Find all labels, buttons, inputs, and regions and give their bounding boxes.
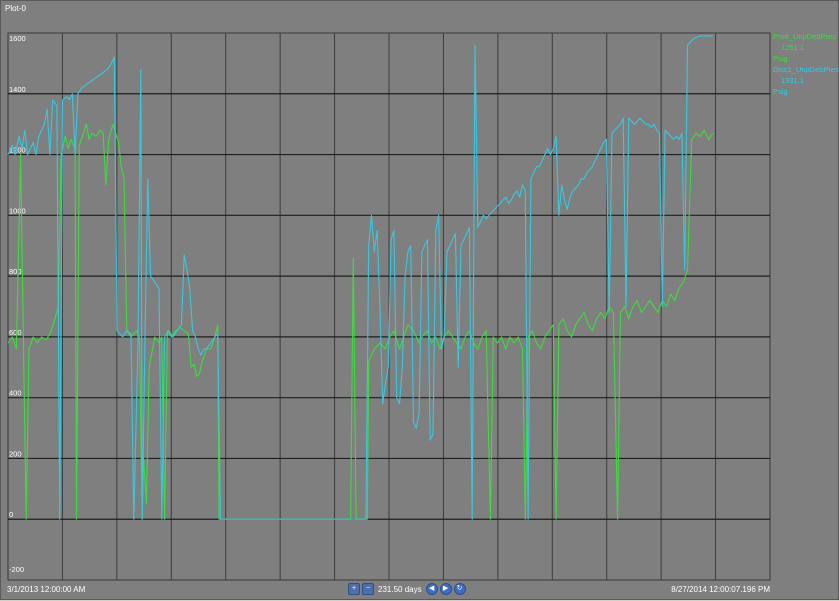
legend-series-unit: Psig — [773, 87, 788, 96]
legend-series-unit: Psig — [773, 54, 788, 63]
legend-series-name: Disc1_UnpDebPres — [773, 65, 839, 74]
legend-series-value: 1251.1 — [781, 43, 804, 52]
legend: Prod_UnpDebPres 1251.1 Psig Disc1_UnpDeb… — [773, 31, 839, 97]
zoom-out-icon[interactable]: − — [362, 583, 374, 595]
zoom-in-icon[interactable]: + — [348, 583, 360, 595]
legend-series-name: Prod_UnpDebPres — [773, 32, 836, 41]
y-tick-label: 200 — [9, 449, 22, 458]
scroll-left-icon[interactable]: ◀ — [425, 583, 438, 595]
window-title: Plot-0 — [5, 4, 26, 13]
y-tick-label: 600 — [9, 328, 22, 337]
y-tick-label: -200 — [9, 565, 24, 574]
y-tick-label: 1200 — [9, 146, 26, 155]
series-line-prod — [7, 123, 714, 520]
refresh-icon[interactable]: ↻ — [453, 583, 466, 595]
series-line-disc — [7, 35, 713, 520]
y-tick-label: 800 — [9, 267, 22, 276]
y-tick-label: 0 — [9, 510, 13, 519]
time-span-label[interactable]: 231.50 days — [378, 584, 422, 594]
time-bar: 3/1/2013 12:00:00 AM + − 231.50 days ◀ ▶… — [1, 580, 839, 600]
start-time[interactable]: 3/1/2013 12:00:00 AM — [7, 585, 86, 594]
end-time[interactable]: 8/27/2014 12:00:07.196 PM — [671, 585, 770, 594]
legend-series-value: 1331.1 — [781, 76, 804, 85]
legend-entry-prod[interactable]: Prod_UnpDebPres 1251.1 Psig — [773, 31, 839, 64]
y-tick-label: 400 — [9, 389, 22, 398]
y-tick-label: 1000 — [9, 206, 26, 215]
y-tick-label: 1400 — [9, 85, 26, 94]
y-tick-label: 1600 — [9, 34, 26, 43]
scroll-right-icon[interactable]: ▶ — [439, 583, 452, 595]
legend-entry-disc[interactable]: Disc1_UnpDebPres 1331.1 Psig — [773, 64, 839, 97]
time-span-control: + − 231.50 days ◀ ▶ ↻ — [348, 582, 466, 596]
